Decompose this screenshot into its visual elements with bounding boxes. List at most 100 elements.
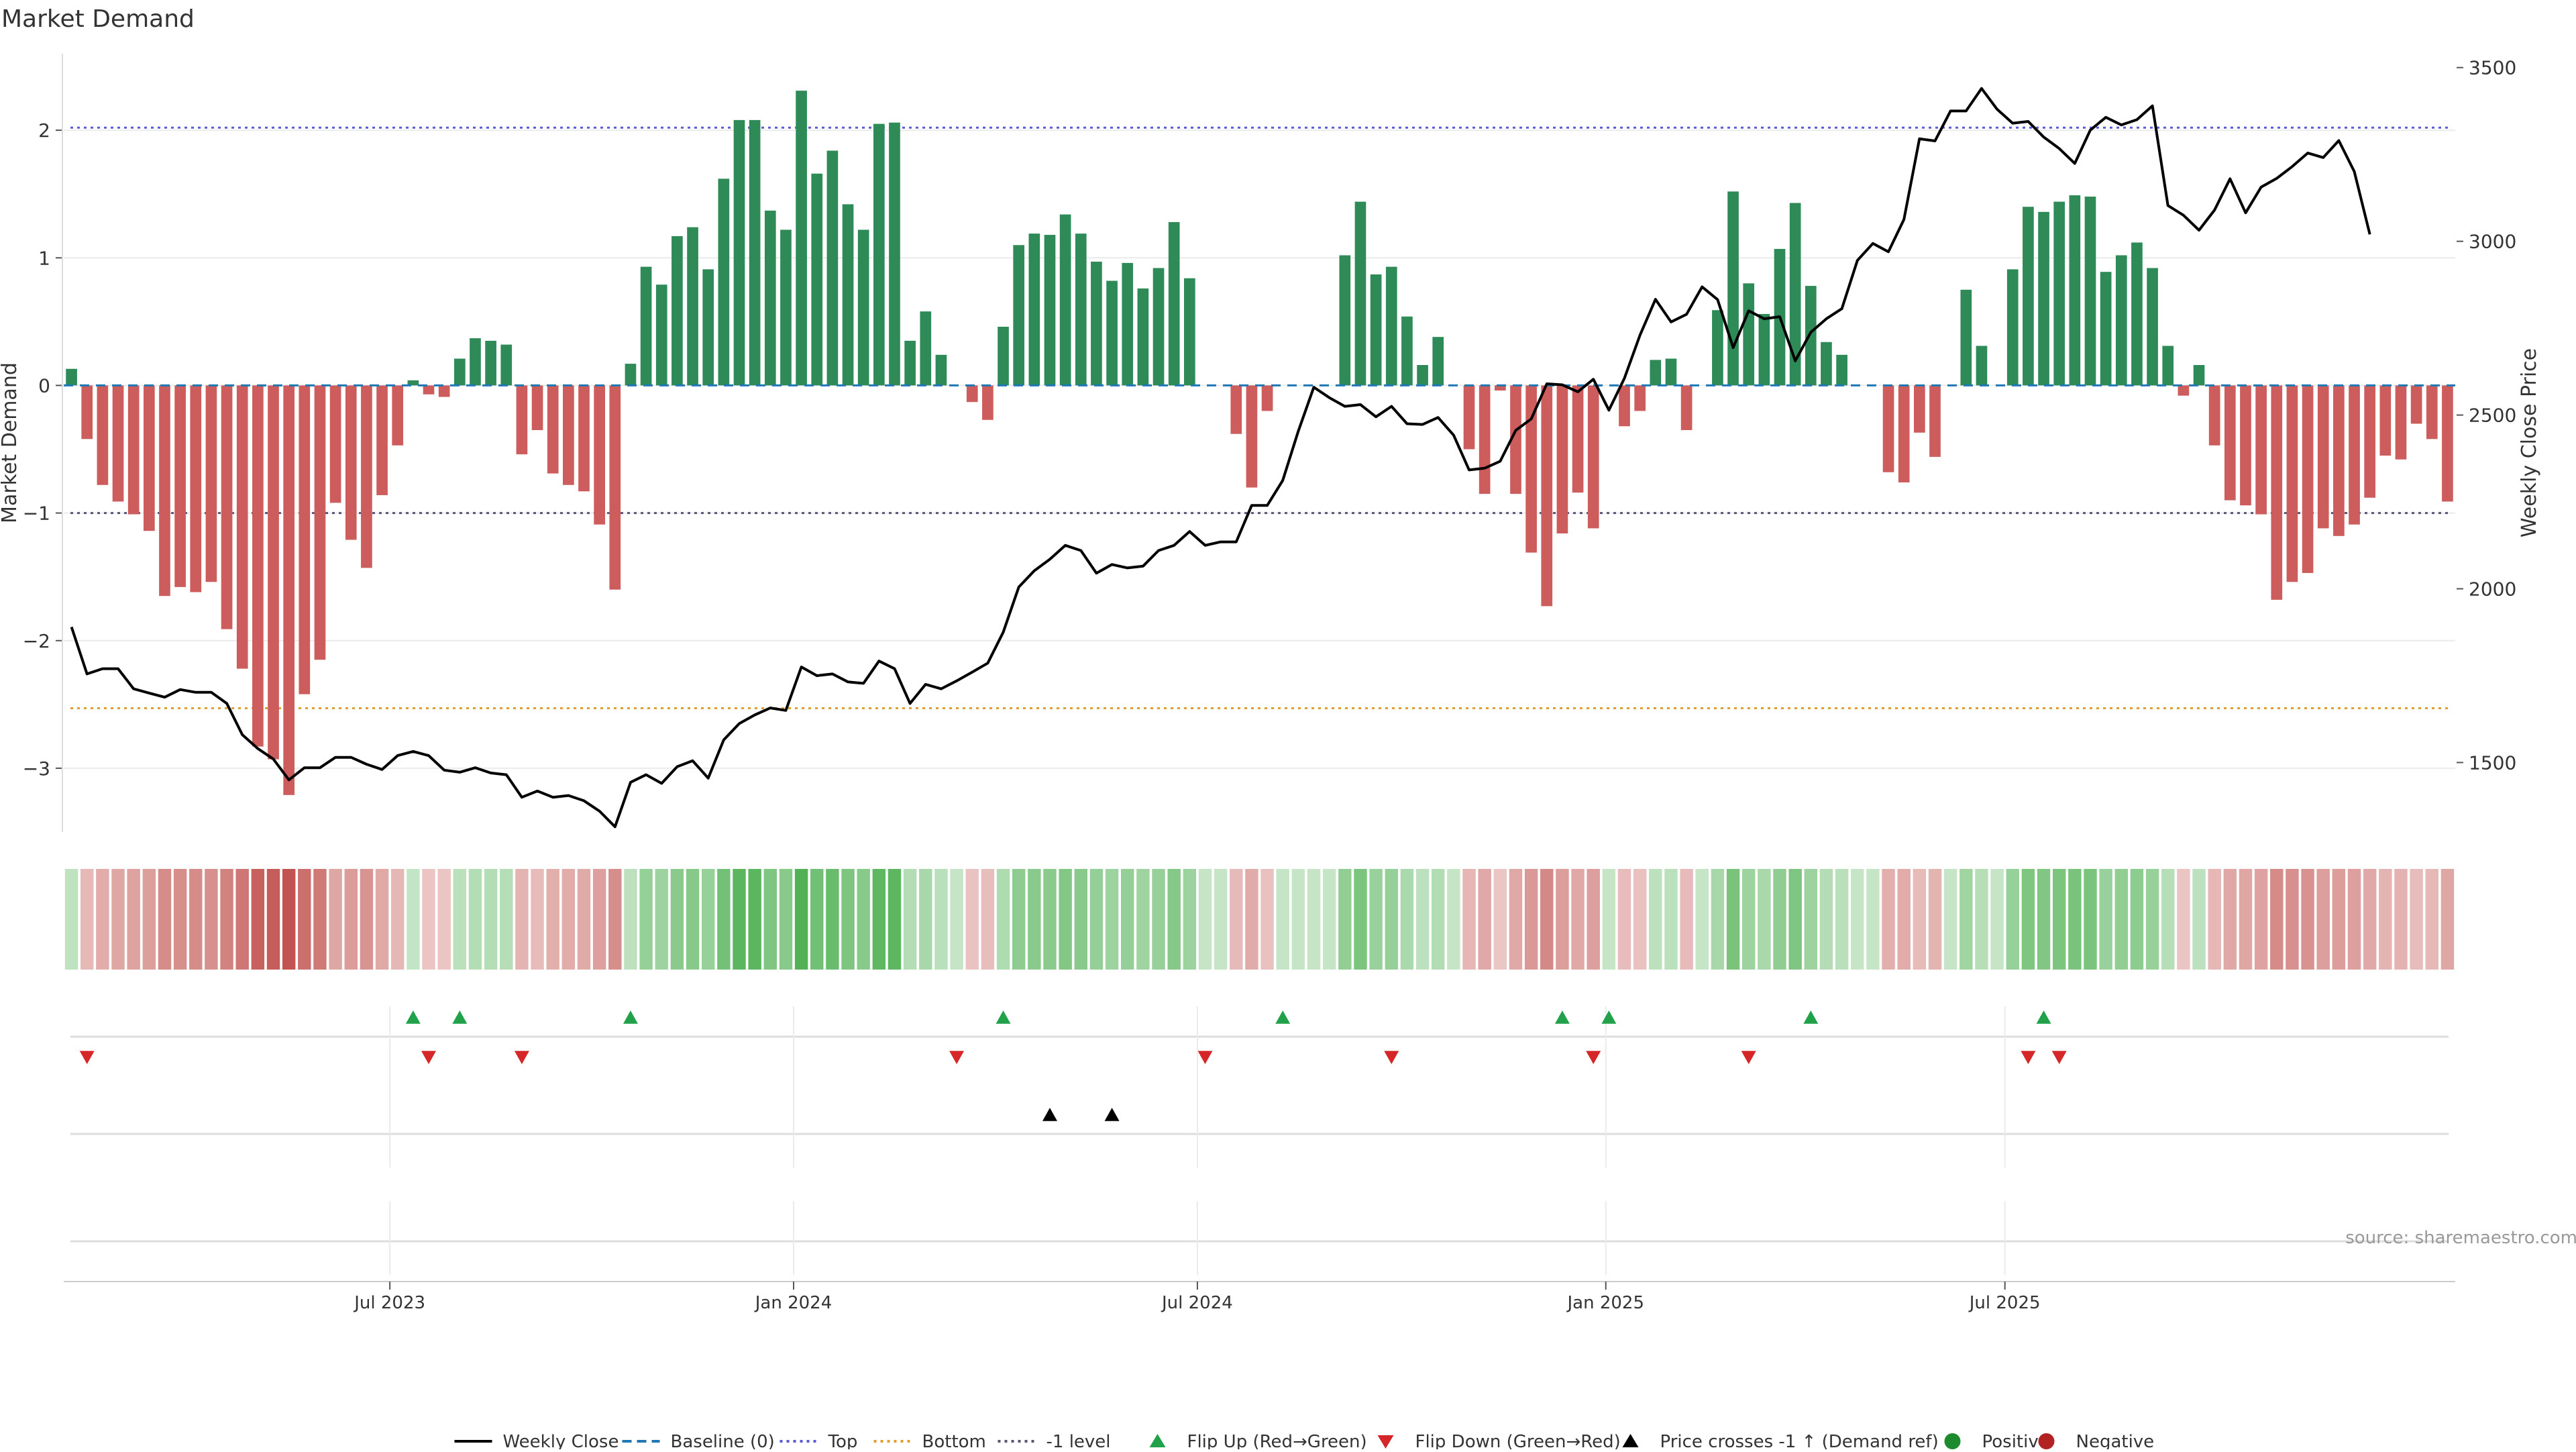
heat-strip-cell xyxy=(1028,869,1041,970)
demand-bar-positive xyxy=(625,364,637,386)
heat-strip-cell xyxy=(2363,869,2377,970)
legend-item: Flip Down (Green→Red) xyxy=(1377,1432,1621,1452)
heat-strip-cell xyxy=(1711,869,1725,970)
demand-bar-positive xyxy=(1137,288,1149,386)
flip-down-marker xyxy=(79,1051,95,1064)
demand-bar-negative xyxy=(1914,385,1925,433)
heat-strip-cell xyxy=(2006,869,2019,970)
heat-strip-cell xyxy=(639,869,653,970)
demand-bar-negative xyxy=(1479,385,1491,495)
heat-strip-cell xyxy=(561,869,576,970)
heat-strip-cell xyxy=(1509,869,1523,970)
flip-down-marker xyxy=(949,1051,965,1064)
heat-strip-cell xyxy=(1928,869,1942,970)
demand-bar-negative xyxy=(392,385,404,446)
heat-strip-cell xyxy=(1493,869,1507,970)
demand-bar-positive xyxy=(1432,337,1444,386)
heat-strip-cell xyxy=(1680,869,1693,970)
heat-strip-cell xyxy=(251,869,265,970)
flip-down-marker xyxy=(1741,1051,1756,1064)
heat-strip-cell xyxy=(1447,869,1460,970)
heat-strip-cell xyxy=(981,869,995,970)
heat-strip-cell xyxy=(779,869,793,970)
demand-bar-positive xyxy=(2038,211,2049,386)
demand-bar-negative xyxy=(299,385,311,694)
demand-bar-negative xyxy=(1261,385,1273,411)
heat-strip-cell xyxy=(80,869,94,970)
heat-strip-cell xyxy=(2410,869,2423,970)
heat-strip-cell xyxy=(96,869,109,970)
y-axis-label: Market Demand xyxy=(0,362,21,523)
heat-strip-cell xyxy=(2068,869,2082,970)
legend-item: Baseline (0) xyxy=(622,1432,775,1452)
demand-bar-positive xyxy=(780,229,792,386)
heat-strip-cell xyxy=(1431,869,1445,970)
heat-strip-cell xyxy=(624,869,637,970)
heat-strip-cell xyxy=(2332,869,2346,970)
demand-bar-negative xyxy=(2364,385,2376,498)
demand-bar-negative xyxy=(1494,385,1506,391)
y2-tick-label: 2500 xyxy=(2469,405,2516,427)
heat-strip-cell xyxy=(515,869,529,970)
heat-strip-cell xyxy=(484,869,498,970)
demand-bar-negative xyxy=(1587,385,1599,529)
heat-strip-cell xyxy=(2316,869,2330,970)
heat-strip-cell xyxy=(1804,869,1818,970)
heat-strip-cell xyxy=(841,869,855,970)
heat-strip-cell xyxy=(794,869,808,970)
legend-item: -1 level xyxy=(998,1432,1111,1452)
heat-strip-cell xyxy=(1230,869,1243,970)
y2-tick-label: 3500 xyxy=(2469,57,2516,79)
heat-strip-cell xyxy=(1975,869,1988,970)
heat-strip-cell xyxy=(1385,869,1398,970)
demand-bar-negative xyxy=(516,385,528,455)
flip-up-marker xyxy=(405,1010,421,1024)
legend-label: Weekly Close xyxy=(503,1432,619,1449)
y2-tick-label: 3000 xyxy=(2469,231,2516,253)
legend-label: Flip Up (Red→Green) xyxy=(1187,1432,1367,1449)
demand-bar-negative xyxy=(2271,385,2283,600)
demand-bar-positive xyxy=(453,358,466,386)
demand-bar-positive xyxy=(1805,286,1817,386)
legend-item: Negative xyxy=(2038,1432,2154,1452)
heat-strip-cell xyxy=(1726,869,1740,970)
heat-strip-cell xyxy=(1587,869,1600,970)
heat-strip-cell xyxy=(1960,869,1973,970)
demand-bar-positive xyxy=(1339,255,1351,386)
demand-bar-negative xyxy=(2410,385,2422,424)
demand-bar-positive xyxy=(485,340,496,386)
heat-strip-cell xyxy=(422,869,435,970)
price-cross-marker xyxy=(1104,1108,1120,1121)
heat-strip-cell xyxy=(2021,869,2035,970)
heat-strip-cell xyxy=(468,869,482,970)
legend-label: Price crosses -1 ↑ (Demand ref) xyxy=(1660,1432,1939,1449)
heat-strip-cell xyxy=(1819,869,1833,970)
heat-strip-cell xyxy=(1322,869,1336,970)
y-tick-label: −1 xyxy=(23,503,50,525)
heat-strip-cell xyxy=(965,869,979,970)
demand-bar-positive xyxy=(500,344,513,386)
demand-bar-positive xyxy=(470,338,481,386)
heat-strip-cell xyxy=(158,869,172,970)
flip-up-marker xyxy=(1275,1010,1291,1024)
demand-bar-positive xyxy=(796,91,807,386)
heat-strip-cell xyxy=(127,869,140,970)
demand-bar-positive xyxy=(857,229,869,386)
heat-strip-cell xyxy=(2286,869,2299,970)
heat-strip-cell xyxy=(1602,869,1616,970)
flip-up-marker xyxy=(1803,1010,1819,1024)
flip-up-marker xyxy=(623,1010,638,1024)
y-tick-label: −3 xyxy=(23,758,50,780)
demand-bar-negative xyxy=(376,385,388,495)
demand-bar-positive xyxy=(2100,272,2112,386)
demand-bar-negative xyxy=(1619,385,1630,427)
heat-strip-cell xyxy=(500,869,513,970)
heat-strip-cell xyxy=(872,869,886,970)
demand-bar-positive xyxy=(687,227,698,386)
demand-bar-positive xyxy=(1059,214,1071,386)
demand-bar-positive xyxy=(904,340,916,386)
demand-bar-positive xyxy=(826,150,839,386)
legend-triangle-down-icon xyxy=(1377,1435,1394,1449)
flip-down-marker xyxy=(1586,1051,1601,1064)
